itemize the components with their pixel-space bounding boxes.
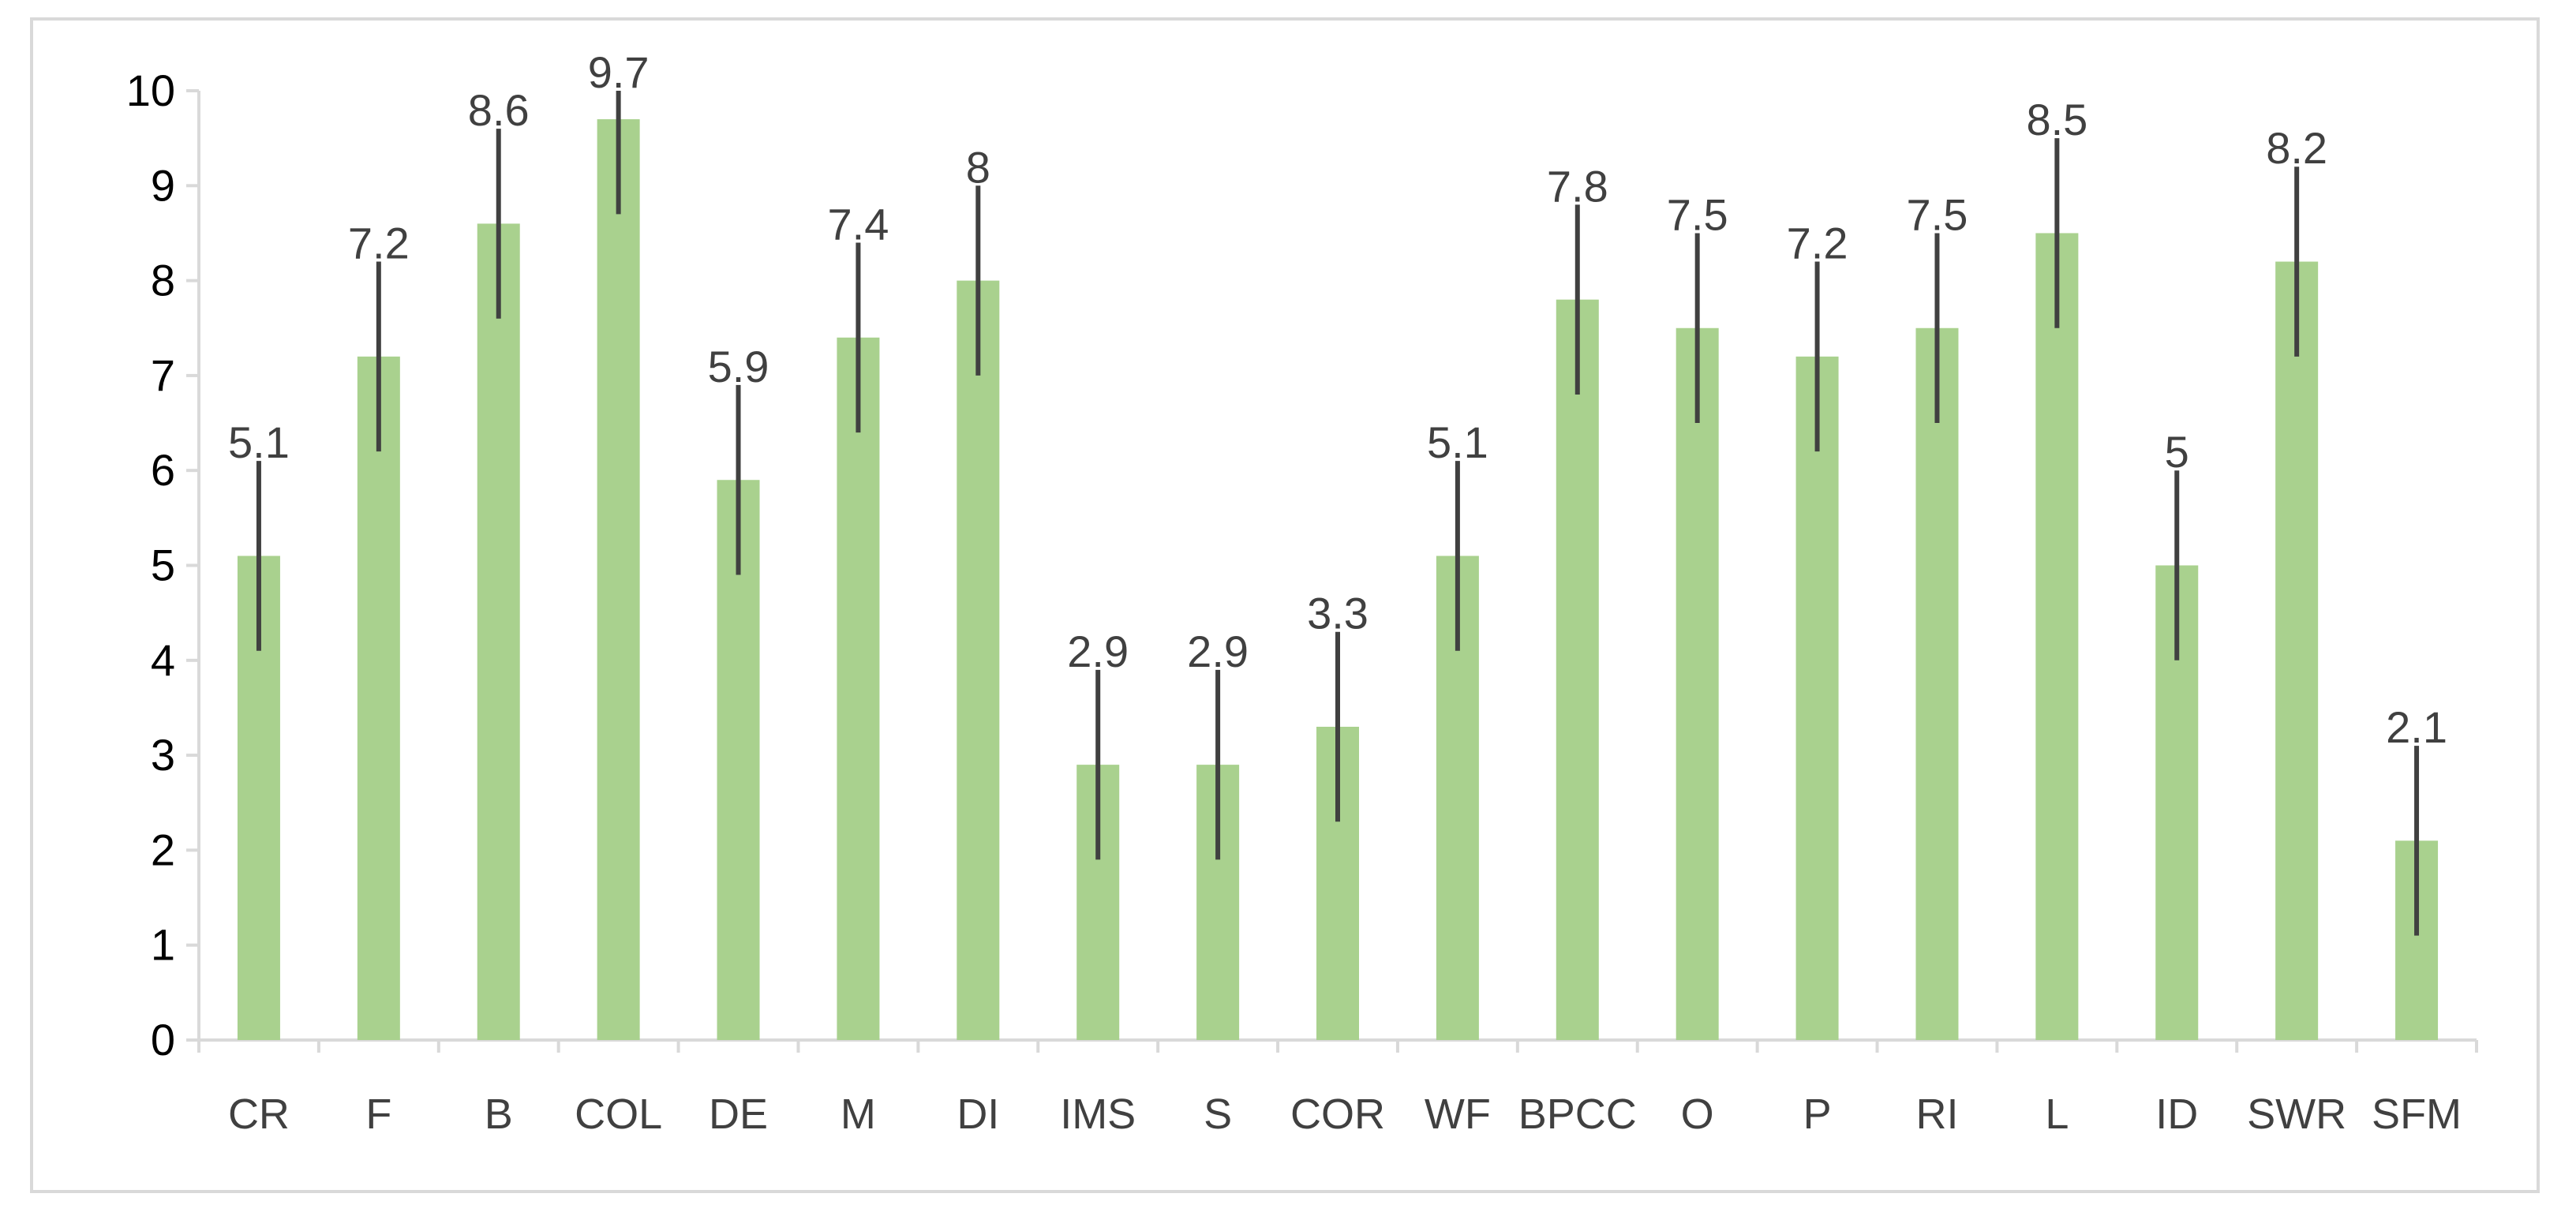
x-tick-label-id: ID bbox=[2155, 1091, 2198, 1138]
y-tick-label: 7 bbox=[151, 350, 175, 400]
x-tick-label-cr: CR bbox=[228, 1091, 290, 1138]
x-tick-label-de: DE bbox=[709, 1091, 768, 1138]
data-label-m: 7.4 bbox=[827, 199, 889, 249]
x-tick-label-swr: SWR bbox=[2247, 1091, 2346, 1138]
data-label-id: 5 bbox=[2165, 427, 2189, 477]
x-tick-label-b: B bbox=[485, 1091, 513, 1138]
y-axis: 0 1 2 3 4 5 6 7 8 9 10 bbox=[126, 65, 200, 1064]
data-label-s: 2.9 bbox=[1187, 627, 1249, 676]
error-bars bbox=[256, 91, 2420, 936]
x-tick-label-l: L bbox=[2045, 1091, 2069, 1138]
x-tick-label-m: M bbox=[841, 1091, 876, 1138]
bar-bpcc bbox=[1556, 299, 1599, 1040]
data-label-bpcc: 7.8 bbox=[1547, 161, 1608, 211]
bar-f bbox=[357, 356, 400, 1041]
data-label-di: 8 bbox=[966, 142, 990, 192]
y-tick-label: 9 bbox=[151, 160, 175, 210]
data-labels: 5.1 7.2 8.6 9.7 5.9 7.4 8 2.9 2.9 3.3 5.1 7.8 7.5 7.2… bbox=[228, 47, 2447, 752]
x-tick-label-col: COL bbox=[575, 1091, 662, 1138]
x-tick-label-wf: WF bbox=[1425, 1091, 1491, 1138]
x-tick-label-di: DI bbox=[957, 1091, 999, 1138]
y-tick-label: 1 bbox=[151, 920, 175, 970]
data-label-p: 7.2 bbox=[1787, 219, 1848, 268]
y-tick-label: 6 bbox=[151, 445, 175, 495]
bar-p bbox=[1795, 356, 1839, 1041]
bar-col bbox=[597, 119, 640, 1041]
data-label-f: 7.2 bbox=[348, 219, 410, 268]
x-tick-label-sfm: SFM bbox=[2372, 1091, 2462, 1138]
y-tick-label: 3 bbox=[151, 730, 175, 780]
bar-l bbox=[2035, 233, 2079, 1040]
data-label-b: 8.6 bbox=[468, 85, 530, 135]
x-axis: CR F B COL DE M DI IMS S COR WF BPCC O P RI L ID SWR SFM bbox=[197, 1038, 2478, 1138]
bar-di bbox=[957, 280, 1000, 1041]
x-tick-label-cor: COR bbox=[1290, 1091, 1385, 1138]
data-label-cr: 5.1 bbox=[228, 417, 290, 467]
x-tick-label-ims: IMS bbox=[1060, 1091, 1136, 1138]
data-label-o: 7.5 bbox=[1667, 189, 1728, 239]
y-tick-label: 5 bbox=[151, 541, 175, 590]
x-tick-label-f: F bbox=[365, 1091, 391, 1138]
bar-series bbox=[237, 119, 2439, 1041]
data-label-ri: 7.5 bbox=[1907, 189, 1968, 239]
x-tick-label-ri: RI bbox=[1915, 1091, 1958, 1138]
x-tick-label-bpcc: BPCC bbox=[1518, 1091, 1637, 1138]
y-tick-label: 8 bbox=[151, 256, 175, 305]
data-label-de: 5.9 bbox=[708, 342, 769, 391]
chart-frame bbox=[30, 17, 2540, 1193]
x-tick-label-p: P bbox=[1803, 1091, 1832, 1138]
y-tick-label: 0 bbox=[151, 1015, 175, 1064]
data-label-ims: 2.9 bbox=[1067, 627, 1129, 676]
data-label-wf: 5.1 bbox=[1427, 417, 1488, 467]
bar-ri bbox=[1915, 327, 1959, 1040]
bar-o bbox=[1676, 327, 1719, 1040]
x-tick-label-s: S bbox=[1204, 1091, 1232, 1138]
data-label-l: 8.5 bbox=[2026, 95, 2087, 144]
data-label-col: 9.7 bbox=[588, 47, 650, 97]
bar-swr bbox=[2275, 261, 2319, 1040]
y-tick-label: 4 bbox=[151, 635, 175, 685]
x-tick-label-o: O bbox=[1681, 1091, 1714, 1138]
data-label-sfm: 2.1 bbox=[2386, 702, 2447, 752]
bar-b bbox=[477, 223, 520, 1040]
bar-m bbox=[837, 337, 880, 1040]
y-tick-label: 2 bbox=[151, 825, 175, 874]
data-label-swr: 8.2 bbox=[2266, 123, 2327, 173]
y-tick-label: 10 bbox=[126, 65, 175, 115]
data-label-cor: 3.3 bbox=[1307, 589, 1368, 638]
